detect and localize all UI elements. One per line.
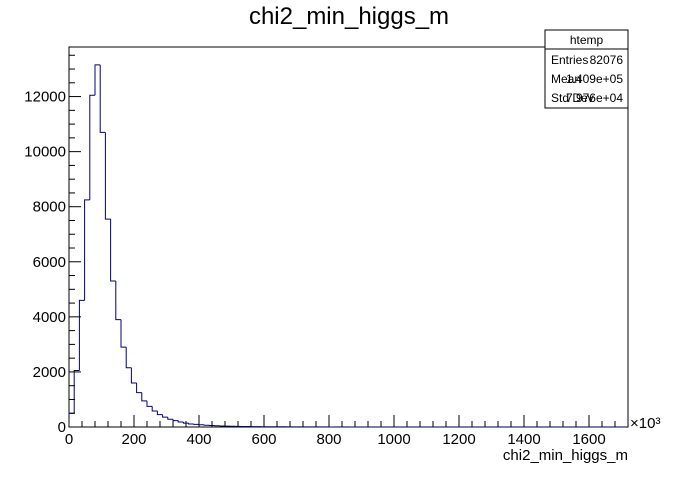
histogram-bin — [178, 421, 183, 422]
y-axis: 0 2000 4000 6000 8000 10000 12000 — [24, 55, 81, 436]
histogram-bin — [152, 406, 157, 411]
histogram-bin — [157, 411, 162, 415]
x-tick-label: 1400 — [507, 431, 540, 448]
histogram-bin — [121, 320, 126, 348]
stats-entries-label: Entries — [551, 53, 588, 67]
histogram-bin — [147, 401, 152, 407]
histogram-bin — [85, 200, 90, 301]
chart-title: chi2_min_higgs_m — [249, 3, 449, 30]
x-axis: 0 200 400 600 800 1000 1200 1400 1600 — [65, 415, 628, 448]
y-tick-label: 0 — [58, 419, 66, 436]
x-tick-label: 1600 — [572, 431, 605, 448]
histogram-bin — [111, 219, 116, 281]
stats-box: htemp Entries 82076 Mean 1.409e+05 Std D… — [545, 30, 628, 108]
histogram-bin — [163, 415, 168, 417]
histogram-bin — [95, 65, 100, 95]
x-axis-multiplier: ×10³ — [630, 415, 660, 432]
y-tick-label: 10000 — [24, 144, 66, 161]
histogram-bin — [90, 95, 95, 200]
histogram-bin — [189, 423, 194, 424]
x-tick-label: 600 — [251, 431, 276, 448]
x-tick-label: 200 — [121, 431, 146, 448]
histogram-bin — [105, 132, 110, 219]
y-tick-label: 6000 — [33, 254, 66, 271]
x-tick-label: 1000 — [377, 431, 410, 448]
histogram-bars — [69, 65, 625, 427]
histogram-bin — [142, 393, 147, 401]
plot-frame — [69, 47, 628, 427]
y-tick-label: 8000 — [33, 199, 66, 216]
y-tick-label: 12000 — [24, 89, 66, 106]
histogram-bin — [116, 281, 121, 320]
histogram-bin — [100, 65, 105, 132]
y-tick-label: 2000 — [33, 364, 66, 381]
histogram-bin — [79, 300, 84, 370]
y-tick-label: 4000 — [33, 309, 66, 326]
histogram-bin — [173, 419, 178, 420]
stats-entries-value: 82076 — [590, 53, 624, 67]
histogram-bin — [168, 417, 173, 419]
histogram-bin — [131, 368, 136, 383]
x-tick-label: 400 — [186, 431, 211, 448]
stats-stddev-value: 7.976e+04 — [566, 91, 623, 105]
histogram-bin — [137, 383, 142, 393]
stats-box-name: htemp — [570, 33, 604, 47]
histogram-bin — [69, 413, 74, 427]
x-tick-label: 800 — [316, 431, 341, 448]
histogram-bin — [126, 347, 131, 368]
stats-mean-value: 1.409e+05 — [566, 72, 623, 86]
x-axis-title: chi2_min_higgs_m — [503, 447, 628, 464]
histogram-bin — [74, 371, 79, 414]
x-tick-label: 0 — [65, 431, 73, 448]
x-tick-label: 1200 — [442, 431, 475, 448]
